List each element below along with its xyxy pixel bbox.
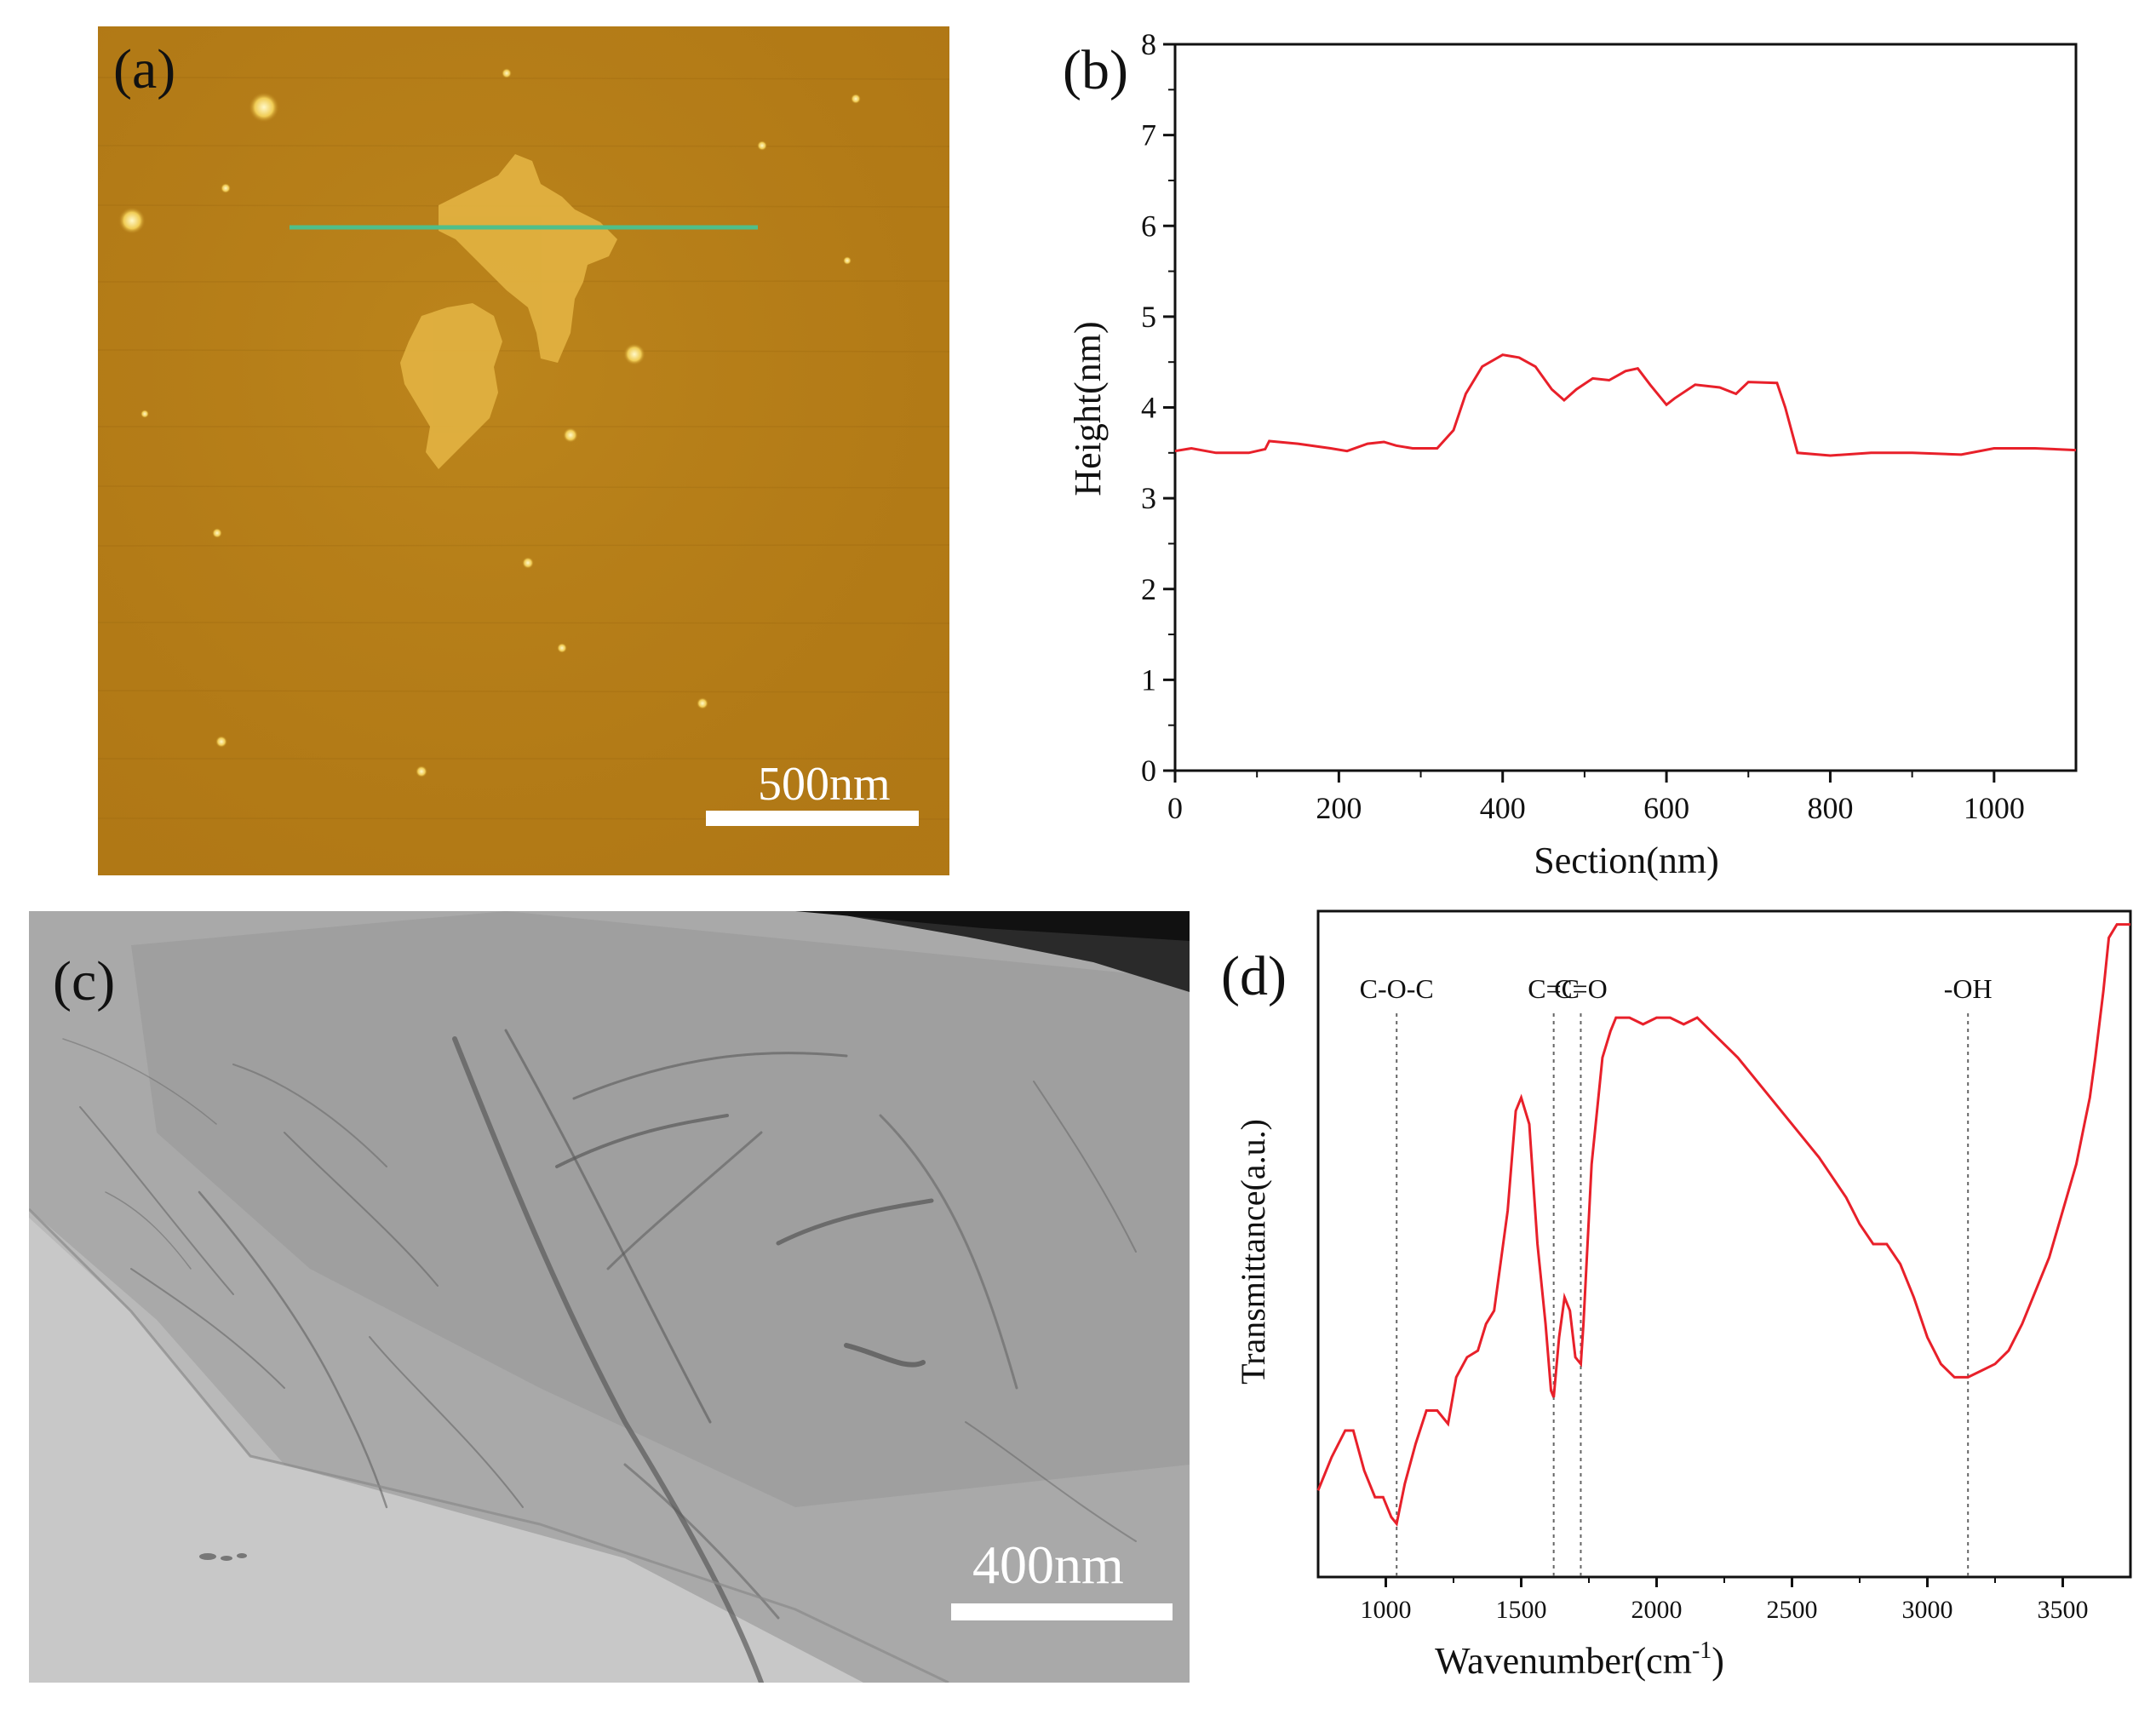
- ftir-spectrum-line: [1316, 923, 2130, 1527]
- x-tick-label: 1000: [1964, 791, 2025, 825]
- x-tick-label: 0: [1167, 791, 1183, 825]
- x-tick-label: 2000: [1631, 1596, 1683, 1624]
- x-axis-label-base: Wavenumber(cm: [1435, 1640, 1692, 1682]
- afm-topography-image: [98, 26, 949, 875]
- afm-image-panel: (a) 500nm: [98, 26, 949, 875]
- x-tick-label: 800: [1807, 791, 1853, 825]
- y-tick-label: 0: [1141, 754, 1156, 788]
- x-tick-label: 400: [1480, 791, 1526, 825]
- y-tick-label: 5: [1141, 300, 1156, 334]
- x-tick-label: 600: [1643, 791, 1689, 825]
- y-axis-label: Transmittance(a.u.): [1234, 1119, 1272, 1385]
- plot-frame: [1316, 909, 2132, 1579]
- scale-bar-label-a: 500nm: [758, 758, 891, 811]
- graphene-flake: [400, 154, 617, 469]
- panel-label-c: (c): [53, 950, 116, 1012]
- y-tick-label: 6: [1141, 209, 1156, 243]
- y-tick-label: 4: [1141, 391, 1156, 425]
- panel-label-a: (a): [113, 38, 176, 100]
- y-tick-label: 3: [1141, 481, 1156, 515]
- y-tick-label: 8: [1141, 27, 1156, 61]
- scale-bar-c: [951, 1603, 1173, 1620]
- plot-frame: [1173, 43, 2078, 772]
- y-tick-label: 2: [1141, 572, 1156, 606]
- x-tick-label: 3000: [1902, 1596, 1953, 1624]
- x-tick-label: 3500: [2038, 1596, 2089, 1624]
- x-axis-label: Wavenumber(cm-1): [1435, 1637, 1724, 1682]
- panel-label-d: (d): [1221, 945, 1287, 1007]
- tem-image-panel: (c) 400nm: [29, 911, 1190, 1683]
- scale-bar-label-c: 400nm: [972, 1534, 1124, 1595]
- annotation-label: -OH: [1944, 973, 1993, 1004]
- y-tick-label: 7: [1141, 118, 1156, 152]
- height-profile-line: [1174, 353, 2077, 457]
- x-axis-label: Section(nm): [1534, 840, 1719, 881]
- x-axis-label-superscript: -1: [1692, 1637, 1712, 1664]
- annotation-label: C=O: [1554, 973, 1608, 1004]
- panel-label-b: (b): [1063, 39, 1128, 101]
- x-tick-label: 2500: [1767, 1596, 1818, 1624]
- annotation-label: C-O-C: [1360, 973, 1434, 1004]
- x-tick-label: 1500: [1496, 1596, 1547, 1624]
- y-axis-label: Height(nm): [1067, 321, 1109, 496]
- x-axis-label-close: ): [1712, 1640, 1724, 1682]
- annotation-label: C=C: [1528, 973, 1580, 1004]
- x-tick-label: 200: [1316, 791, 1362, 825]
- x-tick-label: 1000: [1361, 1596, 1412, 1624]
- y-tick-label: 1: [1141, 662, 1156, 697]
- tem-micrograph: [29, 911, 1190, 1683]
- scale-bar-a: [706, 811, 919, 826]
